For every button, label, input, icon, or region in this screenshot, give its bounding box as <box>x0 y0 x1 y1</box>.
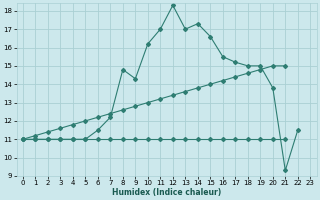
X-axis label: Humidex (Indice chaleur): Humidex (Indice chaleur) <box>112 188 221 197</box>
